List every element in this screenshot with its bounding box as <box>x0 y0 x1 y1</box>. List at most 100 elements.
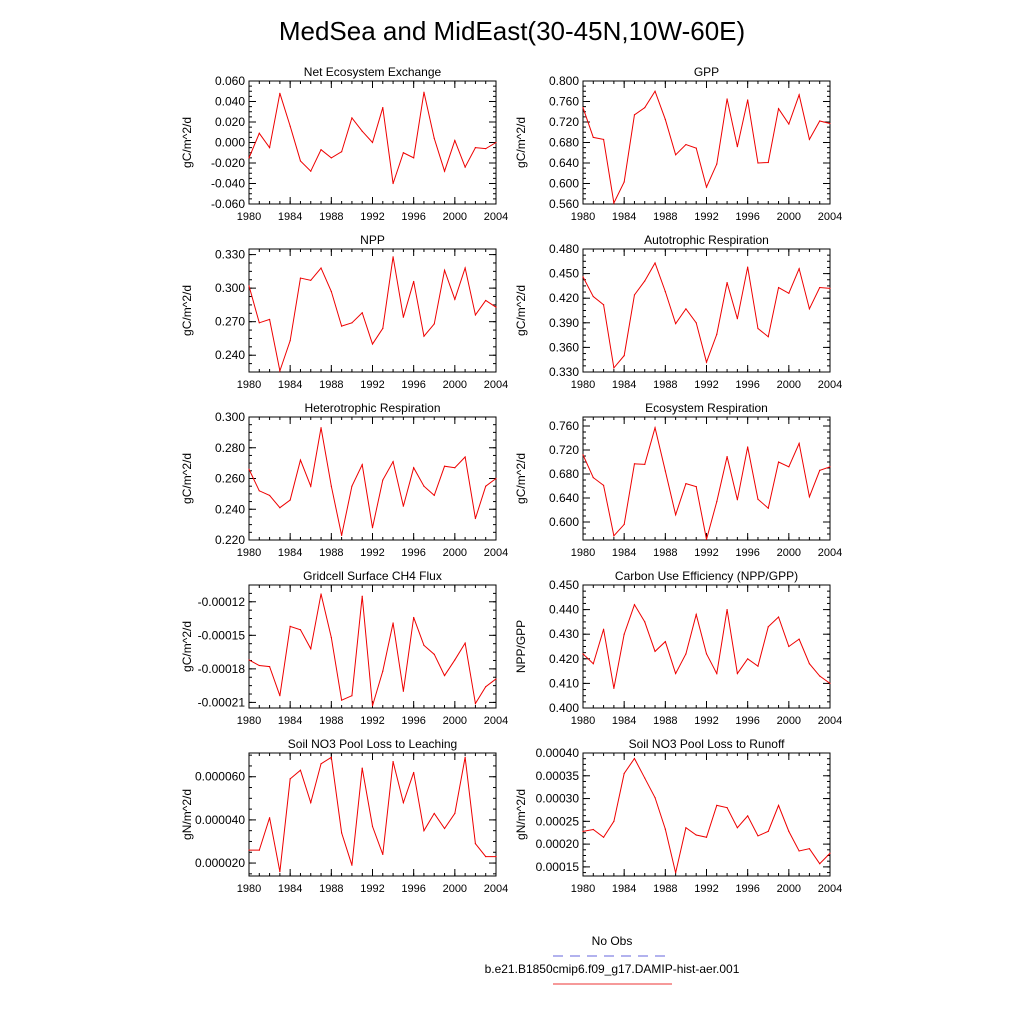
y-tick-label: 0.000 <box>215 136 245 150</box>
x-tick-label: 1980 <box>571 547 595 559</box>
series-line <box>582 261 831 370</box>
data-point <box>654 262 656 264</box>
data-point <box>443 674 446 677</box>
data-point <box>675 872 677 874</box>
data-point <box>582 653 584 655</box>
panel-title: Soil NO3 Pool Loss to Runoff <box>629 737 786 751</box>
series-line <box>248 593 497 706</box>
data-point <box>464 756 466 758</box>
x-tick-label: 2000 <box>777 715 801 727</box>
data-point <box>248 157 250 159</box>
y-tick-label: 0.640 <box>549 491 579 505</box>
data-point <box>623 181 625 183</box>
panel-title: Ecosystem Respiration <box>645 401 768 415</box>
x-tick-label: 1980 <box>237 547 261 559</box>
panel-1: GPP gC/m^2/d 1980 1984 1988 1992 1996 2000 2004 0… <box>514 65 842 223</box>
data-point <box>279 507 281 509</box>
data-point <box>726 282 728 284</box>
y-tick-label: 0.720 <box>549 443 579 457</box>
data-point <box>433 653 435 655</box>
data-point <box>402 505 404 507</box>
panel-4: Heterotrophic Respiration gC/m^2/d 1980 198… <box>180 401 508 559</box>
data-point <box>320 267 322 269</box>
data-point <box>299 277 302 279</box>
data-point <box>829 682 831 685</box>
series-line <box>582 90 831 205</box>
data-point <box>248 659 250 661</box>
data-point <box>474 314 477 316</box>
x-tick-label: 2000 <box>443 547 467 559</box>
data-point <box>382 479 384 481</box>
data-point <box>258 490 260 492</box>
y-tick-label: 0.450 <box>549 578 579 592</box>
data-point <box>371 141 374 144</box>
y-tick-label: 0.240 <box>215 348 245 362</box>
data-point <box>320 763 322 765</box>
panel-title: Heterotrophic Respiration <box>304 401 440 415</box>
data-point <box>361 130 363 132</box>
data-point <box>382 853 384 856</box>
x-tick-label: 1980 <box>237 715 261 727</box>
data-point <box>268 666 271 668</box>
data-point <box>392 460 394 463</box>
x-tick-label: 1988 <box>653 547 677 559</box>
data-point <box>685 308 687 310</box>
data-point <box>675 323 677 325</box>
data-point <box>495 477 497 480</box>
data-point <box>423 91 425 93</box>
data-point <box>402 802 404 804</box>
y-tick-label: 0.00020 <box>536 837 580 851</box>
x-tick-label: 1992 <box>360 379 384 391</box>
data-point <box>392 622 394 624</box>
panel-5: Ecosystem Respiration gC/m^2/d 1980 1984 198… <box>514 401 842 559</box>
y-tick-label: -0.00018 <box>198 662 246 676</box>
x-tick-label: 1980 <box>571 379 595 391</box>
data-point <box>413 771 415 774</box>
data-point <box>819 120 821 122</box>
data-point <box>392 182 394 185</box>
data-point <box>819 675 821 677</box>
data-point <box>474 147 477 149</box>
x-tick-label: 2004 <box>484 211 508 223</box>
data-point <box>371 343 374 345</box>
y-tick-label: 0.480 <box>549 242 579 256</box>
data-point <box>675 672 677 675</box>
data-point <box>299 769 302 771</box>
data-point <box>705 186 708 188</box>
y-tick-label: 0.240 <box>215 502 245 516</box>
data-point <box>341 832 343 834</box>
x-tick-label: 2004 <box>818 211 842 223</box>
data-point <box>592 295 594 298</box>
data-point <box>633 604 636 606</box>
data-point <box>685 827 687 829</box>
x-tick-label: 1992 <box>694 883 718 895</box>
y-axis-label: gN/m^2/d <box>514 789 528 840</box>
panel-2: NPP gC/m^2/d 1980 1984 1988 1992 1996 2000 2004 0… <box>180 233 508 391</box>
data-point <box>341 534 343 536</box>
data-point <box>757 498 759 500</box>
data-point <box>423 335 425 337</box>
data-point <box>592 136 594 138</box>
data-point <box>413 467 415 469</box>
data-point <box>654 427 656 429</box>
data-point <box>613 202 615 204</box>
data-point <box>757 835 759 837</box>
data-point <box>495 306 497 308</box>
data-point <box>258 322 260 324</box>
data-point <box>361 595 363 597</box>
data-point <box>644 107 646 109</box>
data-point <box>736 827 738 829</box>
data-point <box>582 276 584 278</box>
y-tick-label: 0.360 <box>549 340 579 354</box>
data-point <box>279 370 281 372</box>
data-point <box>464 166 466 168</box>
data-point <box>747 815 749 817</box>
data-point <box>310 170 312 172</box>
data-point <box>644 777 646 779</box>
y-axis-label: gC/m^2/d <box>180 117 194 168</box>
series-line <box>248 256 497 373</box>
data-point <box>623 633 625 635</box>
x-tick-label: 2004 <box>484 379 508 391</box>
data-point <box>371 825 374 827</box>
y-tick-label: 0.760 <box>549 419 579 433</box>
